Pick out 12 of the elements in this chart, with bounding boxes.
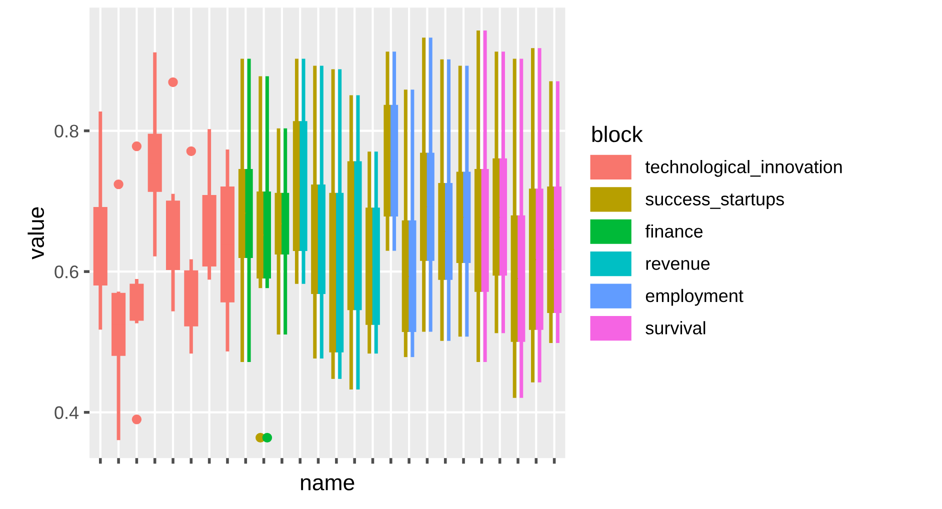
legend-title: block	[592, 126, 643, 142]
legend-label: technological_innovation	[645, 160, 842, 177]
y-tick-label: 0.8	[54, 124, 78, 138]
x-axis-title: name	[301, 478, 354, 490]
legend-label: success_startups	[646, 194, 784, 210]
y-tick-label: 0.6	[54, 266, 78, 278]
y-tick-label: 0.4	[54, 406, 79, 420]
legend-label: revenue	[646, 260, 710, 270]
legend-label: employment	[646, 288, 744, 306]
legend-label: survival	[646, 321, 706, 334]
y-axis-title: value	[28, 207, 44, 260]
legend-label: finance	[645, 224, 703, 238]
